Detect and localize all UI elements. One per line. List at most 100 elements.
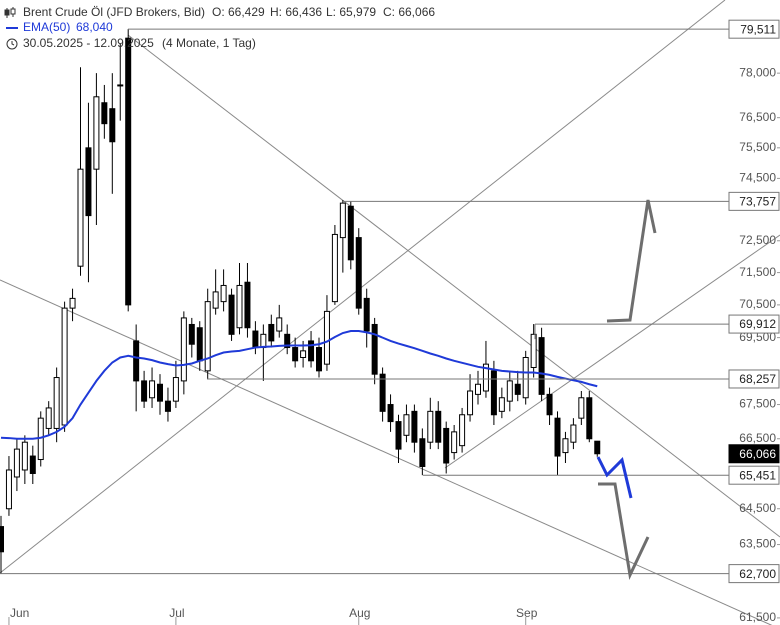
candle-body bbox=[141, 380, 148, 402]
candle-body bbox=[363, 297, 370, 332]
candle-body bbox=[347, 205, 354, 261]
forecast-arrow bbox=[598, 482, 650, 580]
y-tick-label: 61,500 bbox=[739, 610, 776, 624]
candle-body bbox=[180, 317, 187, 382]
x-tick-label: Jul bbox=[169, 606, 184, 620]
candle-body bbox=[371, 323, 378, 375]
chart-title: Brent Crude Öl (JFD Brokers, Bid) bbox=[23, 5, 205, 19]
candle-body bbox=[228, 294, 235, 335]
y-tick-label: 64,500 bbox=[739, 501, 776, 515]
candle-body bbox=[467, 390, 474, 416]
candle-body bbox=[268, 323, 275, 342]
ohlc-label: L: 65,979 bbox=[326, 5, 376, 19]
candle-body bbox=[45, 407, 52, 429]
candle-body bbox=[411, 410, 418, 443]
last-price-label: 66,066 bbox=[739, 447, 776, 461]
candle-body bbox=[459, 414, 466, 447]
candle-body bbox=[292, 347, 299, 362]
level-box bbox=[728, 465, 780, 485]
trend-line bbox=[0, 0, 726, 574]
level-box bbox=[728, 191, 780, 211]
level-label: 73,757 bbox=[739, 195, 776, 209]
ema-line bbox=[0, 330, 598, 440]
candle-body bbox=[125, 37, 132, 306]
candle-body bbox=[427, 410, 434, 443]
candle-body bbox=[530, 333, 537, 368]
last-price-box bbox=[728, 444, 780, 464]
candle-body bbox=[149, 380, 156, 399]
candle-body bbox=[514, 383, 521, 395]
candle-body bbox=[435, 410, 442, 443]
y-tick-label: 76,500 bbox=[739, 110, 776, 124]
candle-body bbox=[451, 431, 458, 454]
candle-body bbox=[260, 333, 267, 349]
y-tick-label: 70,500 bbox=[739, 297, 776, 311]
candle-body bbox=[379, 373, 386, 412]
candle-body bbox=[570, 424, 577, 443]
candle-body bbox=[538, 337, 545, 395]
candle-body bbox=[0, 526, 4, 553]
candle-body bbox=[546, 393, 553, 416]
clock-icon bbox=[6, 38, 18, 50]
candle-body bbox=[101, 102, 108, 125]
level-box bbox=[728, 564, 780, 584]
level-box bbox=[728, 369, 780, 389]
ohlc-label: O: 66,429 bbox=[212, 5, 265, 19]
candle-body bbox=[117, 84, 124, 87]
trend-line bbox=[0, 279, 773, 625]
candle-body bbox=[164, 400, 171, 412]
candle-body bbox=[331, 233, 338, 303]
candle-body bbox=[252, 330, 259, 349]
candle-body bbox=[316, 347, 322, 372]
candle-body bbox=[21, 441, 28, 471]
candle-body bbox=[172, 377, 179, 402]
date-range: 30.05.2025 - 12.09.2025 bbox=[23, 36, 154, 50]
level-box bbox=[728, 19, 780, 39]
candle-body bbox=[109, 108, 116, 143]
ohlc-label: H: 66,436 bbox=[270, 5, 322, 19]
candle-body bbox=[419, 438, 426, 467]
y-tick-label: 71,500 bbox=[739, 265, 776, 279]
candle-body bbox=[578, 397, 585, 419]
candle-body bbox=[482, 363, 489, 392]
candle-body bbox=[220, 284, 227, 303]
candle-body bbox=[13, 448, 20, 478]
candle-body bbox=[339, 202, 346, 239]
y-tick-label: 66,500 bbox=[739, 431, 776, 445]
candle-body bbox=[387, 404, 394, 423]
candle-body bbox=[586, 397, 593, 440]
candle-body bbox=[236, 284, 243, 329]
y-tick-label: 74,500 bbox=[739, 171, 776, 185]
candle-body bbox=[53, 377, 60, 429]
level-label: 69,912 bbox=[739, 317, 776, 331]
y-tick-label: 63,500 bbox=[739, 537, 776, 551]
candle-body bbox=[594, 440, 601, 455]
candle-body bbox=[276, 317, 283, 332]
candle-body bbox=[29, 455, 36, 474]
level-label: 79,511 bbox=[740, 22, 776, 36]
period: (4 Monate, 1 Tag) bbox=[162, 36, 256, 50]
y-tick-label: 78,000 bbox=[739, 65, 776, 79]
candle-body bbox=[133, 340, 140, 382]
candle-icon bbox=[4, 7, 16, 18]
y-tick-label: 72,500 bbox=[739, 233, 776, 247]
candle-body bbox=[475, 383, 481, 395]
candle-body bbox=[308, 340, 315, 362]
y-tick-label: 67,500 bbox=[739, 397, 776, 411]
x-tick-label: Aug bbox=[349, 606, 370, 620]
candle-body bbox=[355, 237, 362, 309]
candle-body bbox=[284, 333, 291, 349]
plot: 78,000 76,500 75,500 74,500 72,500 71,500 70,5… bbox=[0, 19, 780, 625]
forecast-arrow bbox=[606, 199, 657, 323]
candle-body bbox=[69, 297, 76, 309]
y-tick-label: 75,500 bbox=[739, 140, 776, 154]
candle-body bbox=[61, 307, 68, 426]
candle-body bbox=[554, 417, 561, 457]
candle-body bbox=[212, 291, 219, 309]
candle-body bbox=[204, 301, 211, 372]
level-label: 65,451 bbox=[739, 468, 776, 482]
x-tick-label: Sep bbox=[516, 606, 538, 620]
candle-body bbox=[522, 356, 529, 399]
